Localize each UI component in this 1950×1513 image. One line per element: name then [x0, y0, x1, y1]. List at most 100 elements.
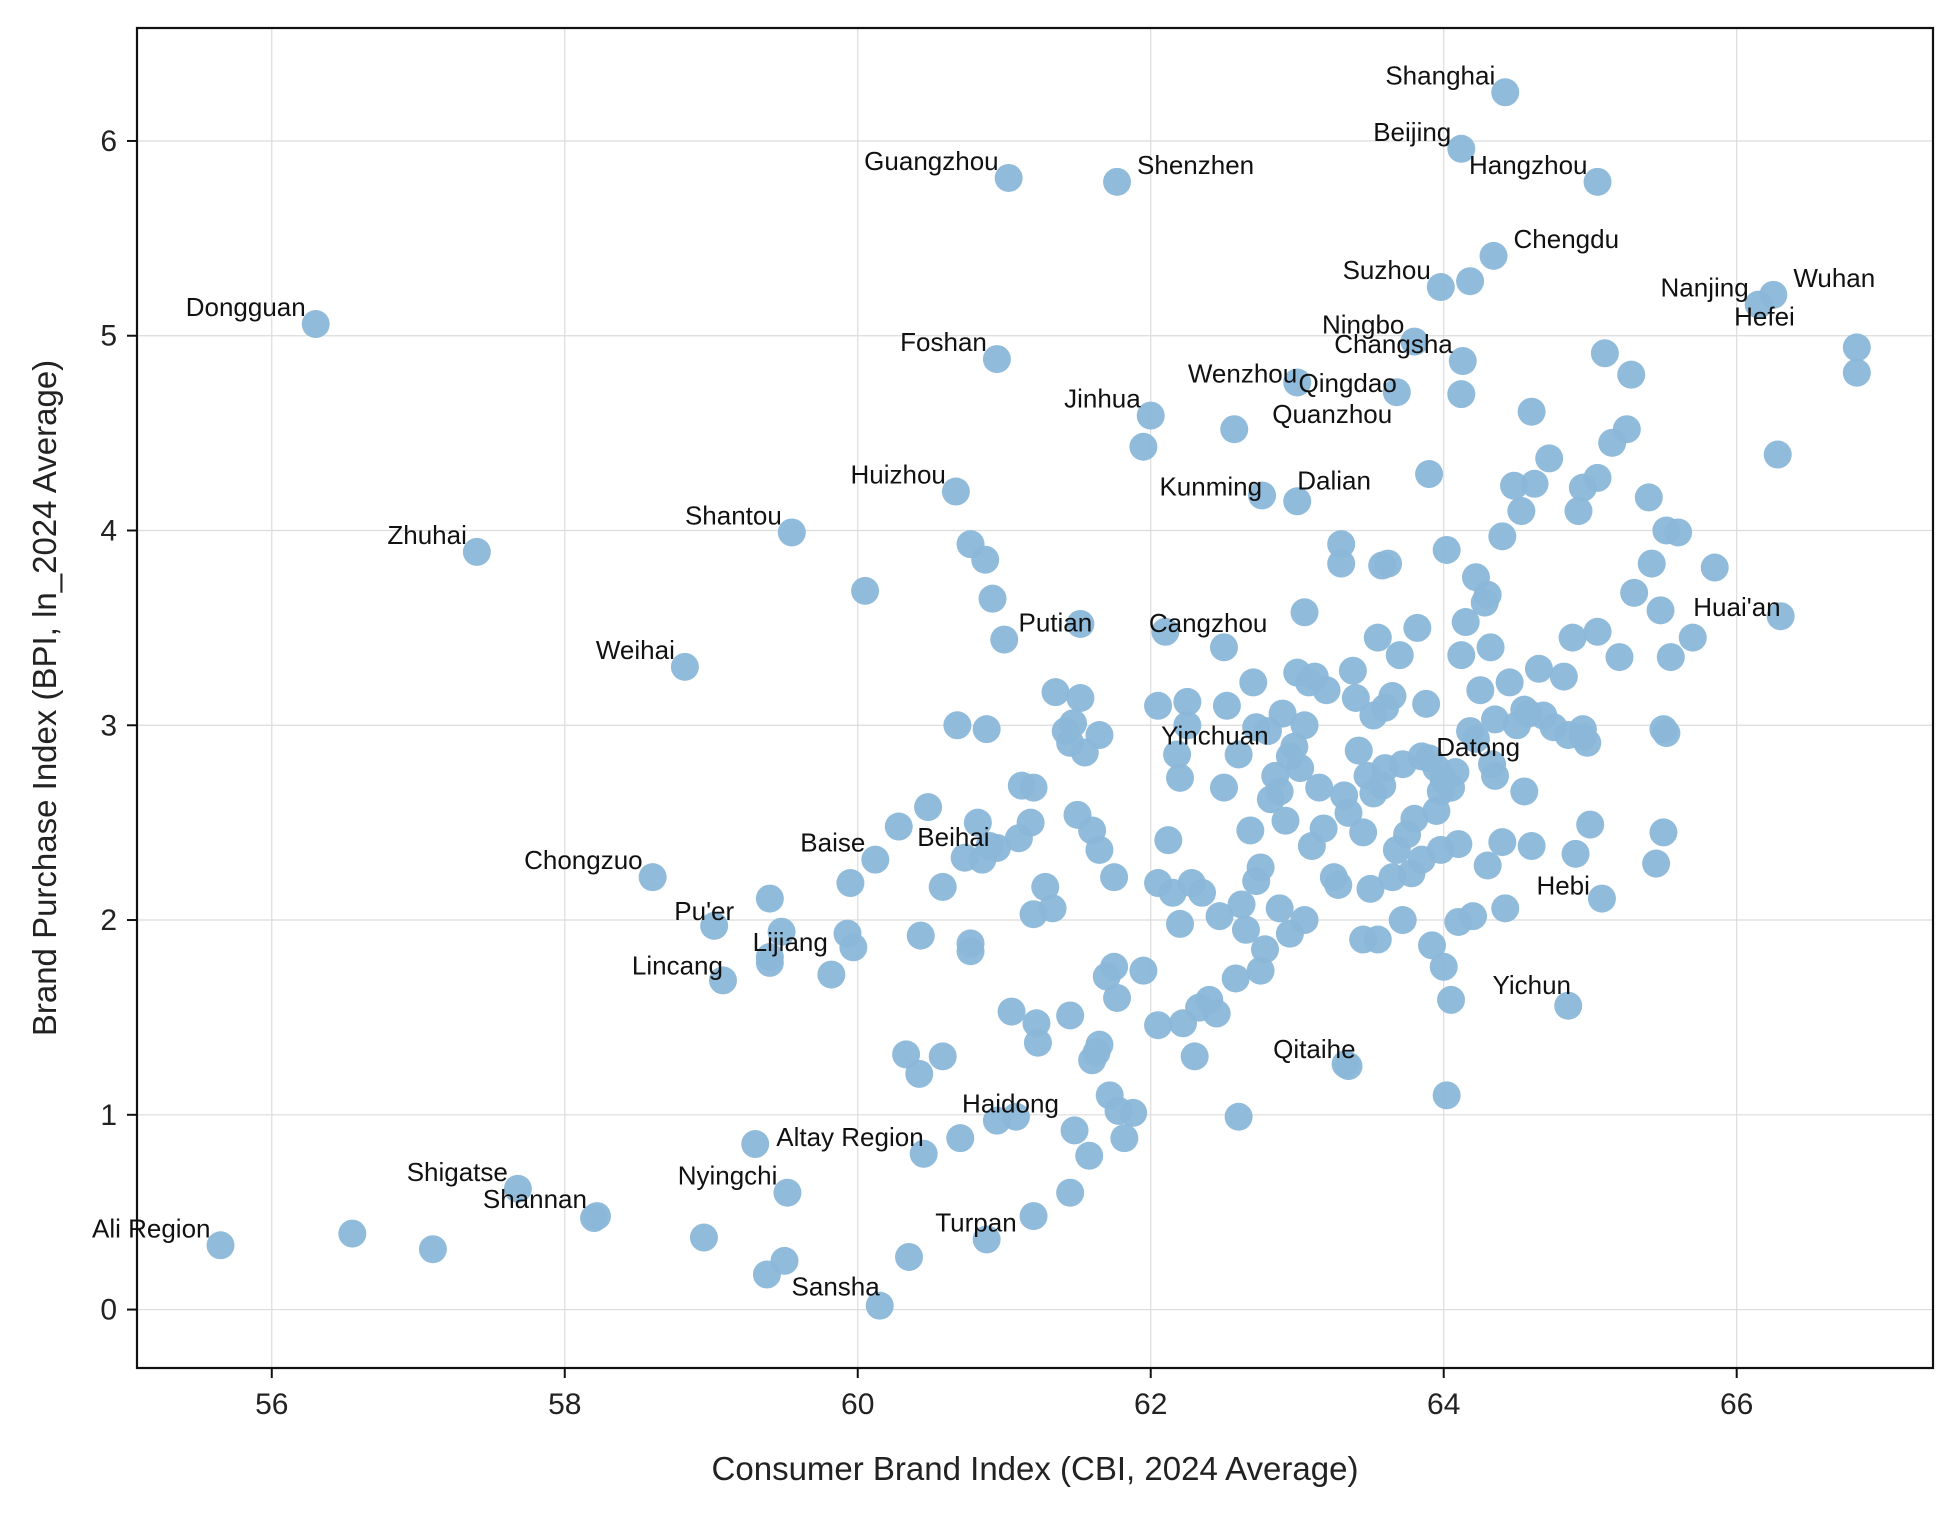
- scatter-point: [1246, 853, 1275, 882]
- point-label: Hebi: [1536, 871, 1589, 901]
- point-label: Chongzuo: [524, 845, 643, 875]
- point-label: Wenzhou: [1188, 358, 1297, 388]
- scatter-point: [1590, 339, 1619, 368]
- scatter-point: [1437, 985, 1466, 1014]
- scatter-point: [1066, 684, 1095, 712]
- scatter-point: [1378, 682, 1407, 711]
- scatter-point: [1549, 662, 1578, 691]
- scatter-point: [1491, 78, 1520, 107]
- scatter-point: [1283, 487, 1312, 516]
- scatter-point: [1426, 273, 1455, 302]
- scatter-point: [884, 812, 913, 841]
- scatter-point: [1646, 596, 1675, 625]
- point-label: Pu'er: [674, 896, 734, 926]
- point-label: Shigatse: [407, 1157, 508, 1187]
- scatter-point: [1678, 623, 1707, 652]
- scatter-point: [1312, 676, 1341, 705]
- scatter-point: [1286, 754, 1315, 783]
- scatter-point: [1290, 598, 1319, 627]
- scatter-point: [689, 1223, 718, 1252]
- y-tick-label: 3: [100, 709, 117, 742]
- scatter-point: [1356, 874, 1385, 903]
- scatter-point: [905, 1059, 934, 1088]
- scatter-point: [1554, 991, 1583, 1020]
- point-label: Qingdao: [1299, 368, 1397, 398]
- scatter-point: [1447, 641, 1476, 670]
- scatter-point: [301, 310, 330, 339]
- scatter-point: [990, 625, 1019, 654]
- scatter-point: [982, 345, 1011, 374]
- scatter-point: [1507, 497, 1536, 526]
- scatter-point: [1842, 358, 1871, 387]
- scatter-point: [1019, 1202, 1048, 1231]
- y-tick-label: 6: [100, 125, 117, 158]
- scatter-point: [909, 1139, 938, 1168]
- scatter-point: [1426, 777, 1455, 806]
- scatter-point: [1236, 816, 1265, 845]
- scatter-point: [1842, 333, 1871, 362]
- scatter-point: [741, 1130, 770, 1159]
- y-tick-label: 0: [100, 1294, 117, 1327]
- scatter-point: [817, 960, 846, 989]
- scatter-point: [1227, 890, 1256, 919]
- scatter-point: [1344, 736, 1373, 765]
- scatter-point: [943, 711, 972, 740]
- scatter-point: [1103, 983, 1132, 1012]
- scatter-point: [1459, 902, 1488, 931]
- scatter-point: [914, 793, 943, 822]
- scatter-point: [1524, 654, 1553, 683]
- scatter-point: [1265, 894, 1294, 923]
- scatter-point: [1119, 1098, 1148, 1127]
- point-label: Lijiang: [753, 927, 828, 957]
- point-label: Turpan: [935, 1207, 1016, 1237]
- grid: [137, 28, 1933, 1368]
- scatter-point: [1456, 267, 1485, 296]
- scatter-point: [997, 997, 1026, 1026]
- scatter-point: [1246, 956, 1275, 985]
- scatter-point: [861, 845, 890, 874]
- scatter-point: [1382, 378, 1411, 407]
- scatter-point: [1144, 691, 1173, 720]
- point-label: Shanghai: [1385, 60, 1495, 90]
- scatter-point: [1341, 684, 1370, 712]
- scatter-point: [1163, 740, 1192, 769]
- scatter-point: [1429, 952, 1458, 981]
- scatter-point: [777, 518, 806, 547]
- scatter-point: [1649, 818, 1678, 847]
- scatter-point: [1637, 549, 1666, 578]
- point-label: Beijing: [1373, 117, 1451, 147]
- scatter-point: [972, 1225, 1001, 1254]
- scatter-point: [928, 872, 957, 901]
- scatter-point: [1700, 553, 1729, 582]
- scatter-point: [1349, 818, 1378, 847]
- scatter-point: [1136, 401, 1165, 430]
- scatter-point: [1290, 711, 1319, 740]
- scatter-point: [1447, 380, 1476, 409]
- scatter-point: [1066, 609, 1095, 638]
- scatter-point: [1324, 870, 1353, 899]
- scatter-point: [833, 919, 862, 948]
- y-tick-label: 2: [100, 904, 117, 937]
- scatter-point: [1495, 668, 1524, 697]
- plot-frame: [135, 26, 1935, 1370]
- scatter-point: [1180, 1042, 1209, 1071]
- scatter-point: [975, 832, 1004, 861]
- scatter-point: [1151, 617, 1180, 646]
- scatter-point: [1338, 656, 1367, 685]
- scatter-point: [1209, 633, 1238, 662]
- scatter-point: [851, 576, 880, 605]
- scatter-point: [1478, 750, 1507, 779]
- scatter-point: [1583, 463, 1612, 492]
- scatter-point: [1510, 695, 1539, 724]
- scatter-point: [503, 1174, 532, 1203]
- scatter-point: [1166, 763, 1195, 792]
- scatter-point: [1060, 1116, 1089, 1145]
- scatter-point: [906, 921, 935, 950]
- scatter-point: [1154, 826, 1183, 855]
- scatter-point: [1224, 1102, 1253, 1131]
- y-tick-label: 5: [100, 320, 117, 353]
- scatter-point: [1188, 878, 1217, 907]
- scatter-point: [767, 917, 796, 946]
- x-tick-label: 64: [1427, 1388, 1460, 1421]
